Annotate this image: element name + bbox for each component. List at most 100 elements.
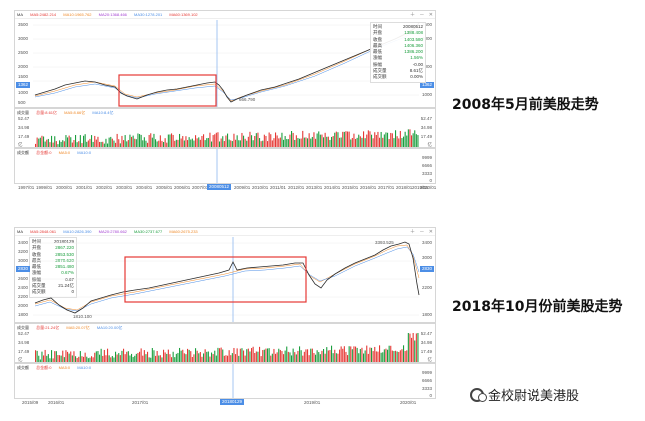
volume-bar	[331, 136, 333, 147]
info-value: 0.00%	[410, 74, 423, 80]
volume-bar	[78, 356, 80, 362]
volume-bar	[233, 133, 235, 147]
info-key: 成交量	[373, 68, 387, 74]
chart1-price-panel[interactable]: MA MA5:2482.214 MA10:1965.762 MA20:1368.…	[14, 10, 436, 108]
volume-bar	[276, 352, 278, 362]
volume-bar	[174, 140, 176, 147]
y-tick-right: 3000	[421, 36, 432, 41]
y-tick: 2500	[18, 50, 29, 55]
zoom-out-icon[interactable]: －	[419, 12, 425, 18]
info-value: 2870.620	[55, 257, 74, 263]
y-tick-right: 2000	[421, 64, 432, 69]
volume-bar	[169, 354, 171, 362]
volume-bar	[175, 353, 177, 362]
volume-bar	[52, 142, 54, 147]
volume-bar	[220, 138, 222, 147]
info-key: 成交额	[32, 289, 46, 295]
y-tick: 1500	[18, 74, 29, 79]
info-key: 最高	[373, 42, 382, 48]
volume-bar	[239, 140, 241, 147]
volume-bar	[374, 346, 376, 362]
volume-bar	[318, 131, 320, 147]
volume-bar	[199, 352, 201, 362]
info-value: 2853.530	[55, 251, 74, 257]
info-key: 最高	[32, 257, 41, 263]
zoom-in-icon[interactable]: ＋	[409, 12, 415, 18]
volume-bar	[315, 138, 317, 147]
volume-bar	[44, 349, 46, 362]
volume-bar	[332, 136, 334, 147]
chart2-price-plot	[33, 237, 420, 322]
brand-watermark: 金校尉说美港股	[470, 385, 579, 404]
volume-bar	[148, 134, 150, 147]
volume-bar	[100, 141, 102, 147]
close-icon[interactable]: ✕	[428, 229, 433, 235]
volume-bar	[155, 139, 157, 147]
info-key: 收盘	[373, 36, 382, 42]
volume-bar	[358, 353, 360, 362]
volume-bar	[163, 142, 165, 147]
volume-bar	[395, 350, 397, 362]
volume-bar	[51, 135, 53, 147]
crosshair-date-label: 20180129	[220, 399, 245, 405]
volume-bar	[113, 357, 115, 362]
volume-bar	[259, 346, 261, 362]
volume-bar	[289, 352, 291, 362]
chart2-money-panel[interactable]: 成交额 总金额:0 MA5:0 MA10:0 9999 6666 3333 0	[14, 363, 436, 399]
volume-bar	[131, 353, 133, 362]
volume-bar	[121, 135, 123, 147]
date-tick: 2014/01	[324, 185, 341, 190]
money-tick: 0	[429, 393, 432, 398]
info-key: 成交量	[32, 283, 46, 289]
volume-bar	[363, 353, 365, 362]
chart2-price-panel[interactable]: MA MA5:2848.061 MA10:2826.390 MA20:2780.…	[14, 227, 436, 323]
volume-bar	[235, 139, 237, 147]
vol-tick-right: 34.98	[420, 125, 432, 130]
volume-bar	[198, 353, 200, 362]
date-tick: 2003/01	[116, 185, 133, 190]
volume-bar	[342, 131, 344, 147]
ma-label: MA	[17, 229, 23, 234]
volume-bar	[385, 348, 387, 362]
zoom-in-icon[interactable]: ＋	[409, 229, 415, 235]
info-value: 1386.200	[404, 49, 423, 55]
ma-label: MA	[17, 12, 23, 17]
info-value: 0	[71, 289, 74, 295]
volume-bar	[36, 350, 38, 362]
chart1-volume-panel[interactable]: 成交量 总量:8.61亿 MA5:8.66亿 MA10:8.4亿 52.47 3…	[14, 108, 436, 148]
volume-bar	[76, 357, 78, 362]
volume-bar	[185, 136, 187, 147]
volume-bar	[89, 138, 91, 147]
volume-bar	[411, 337, 413, 362]
chart1-money-panel[interactable]: 成交额 总金额:0 MA5:0 MA10:0 9999 6666 3333 0	[14, 148, 436, 184]
volume-bar	[404, 351, 406, 362]
chart2-volume-panel[interactable]: 成交量 总量:21.24亿 MA5:20.07亿 MA10:20.00亿 52.…	[14, 323, 436, 363]
volume-bar	[323, 349, 325, 362]
volume-bar	[94, 135, 96, 147]
volume-bar	[366, 134, 368, 147]
zoom-out-icon[interactable]: －	[419, 229, 425, 235]
volume-bar	[126, 351, 128, 362]
volume-bar	[172, 134, 174, 147]
volume-bar	[244, 355, 246, 362]
volume-bar	[273, 138, 275, 147]
volume-bar	[385, 132, 387, 147]
volume-bar	[246, 349, 248, 362]
volume-bar	[371, 134, 373, 147]
volume-bar	[73, 139, 75, 147]
volume-bar	[268, 348, 270, 362]
volume-bar	[143, 350, 145, 362]
volume-bar	[43, 136, 45, 147]
volume-bar	[159, 135, 161, 147]
close-icon[interactable]: ✕	[428, 12, 433, 18]
volume-bar	[209, 132, 211, 147]
volume-bar	[351, 349, 353, 362]
volume-bar	[148, 357, 150, 362]
volume-bar	[97, 136, 99, 147]
volume-bar	[353, 346, 355, 362]
volume-bar	[324, 353, 326, 362]
volume-bar	[348, 346, 350, 362]
info-value: 1403.580	[404, 36, 423, 42]
volume-bar	[393, 351, 395, 362]
volume-bar	[79, 135, 81, 147]
